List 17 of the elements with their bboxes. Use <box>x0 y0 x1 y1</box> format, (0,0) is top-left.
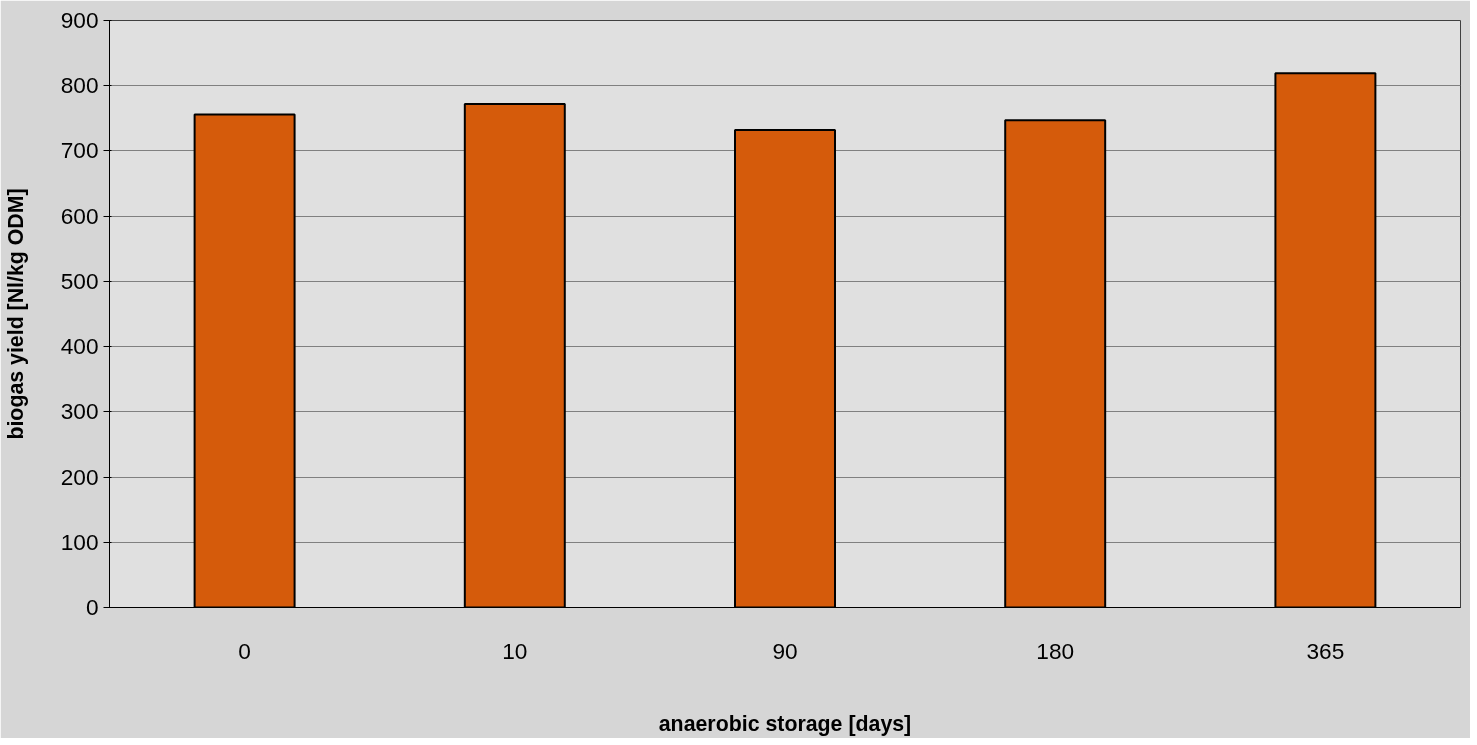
y-tick-label: 0 <box>85 594 99 620</box>
y-tick-label: 400 <box>60 333 99 360</box>
x-tick-label: 365 <box>1306 637 1345 664</box>
y-tick-label: 600 <box>60 202 99 229</box>
y-tick-label: 700 <box>60 137 99 164</box>
y-tick-label: 300 <box>60 398 99 425</box>
x-tick-label: 180 <box>1036 637 1075 664</box>
x-tick-label: 90 <box>772 637 798 664</box>
y-tick-label: 800 <box>60 72 99 99</box>
y-axis-title: biogas yield [Nl/kg ODM] <box>3 188 28 440</box>
x-axis-title: anaerobic storage [days] <box>658 711 912 736</box>
x-tick-label: 10 <box>502 637 528 664</box>
y-tick-label: 200 <box>60 463 99 490</box>
y-tick-label: 100 <box>60 528 99 555</box>
y-tick-label: 500 <box>60 267 99 294</box>
y-tick-label: 900 <box>60 7 99 33</box>
x-tick-label: 0 <box>238 637 251 664</box>
